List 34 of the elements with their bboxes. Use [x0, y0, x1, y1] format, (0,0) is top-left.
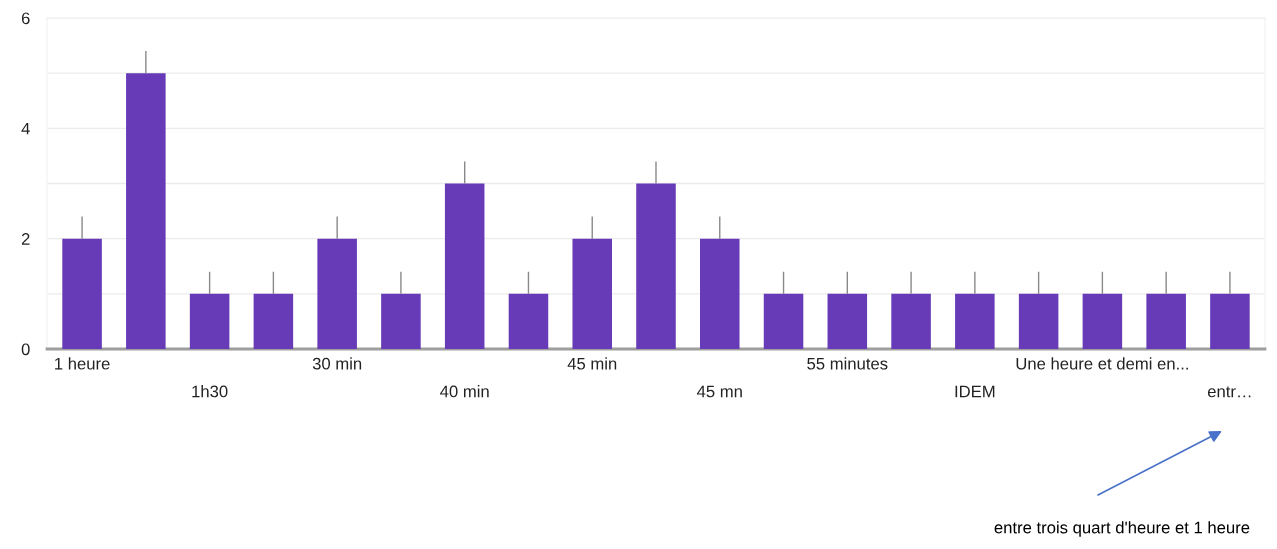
bar: [253, 293, 294, 349]
bar: [381, 293, 421, 349]
x-tick-label: 55 minutes: [807, 357, 888, 370]
bar: [891, 293, 931, 349]
bar: [317, 238, 357, 349]
x-tick-label: IDEM: [955, 385, 995, 398]
y-tick-label: 2: [21, 233, 30, 245]
text: entre trois quart d'heure et 1 heure: [994, 521, 1250, 537]
bar: [636, 183, 676, 349]
bar: [62, 238, 102, 349]
bar: [763, 293, 804, 349]
bar: [189, 293, 230, 349]
bar: [1018, 293, 1059, 349]
x-tick-label: 30 min: [312, 357, 362, 370]
y-tick-label: 4: [21, 122, 30, 135]
x-tick-label: entr…: [1207, 386, 1251, 398]
bar: [508, 293, 549, 349]
bar: [444, 183, 485, 349]
x-tick-label: 40 min: [440, 385, 489, 398]
x-tick-label: 45 mn: [696, 385, 742, 398]
x-tick-label: Une heure et demi en...: [1016, 357, 1188, 370]
x-tick-label: 1h30: [192, 385, 228, 398]
bar: [1146, 293, 1186, 349]
bar: [126, 73, 166, 349]
x-tick-label: 1 heure: [55, 357, 110, 370]
y-tick-label: 6: [21, 12, 30, 25]
bar: [572, 238, 612, 349]
bar: [1082, 293, 1123, 349]
bar: [827, 293, 868, 349]
bar: [955, 293, 995, 349]
x-tick-label: 45 min: [567, 357, 617, 370]
bar: [700, 238, 740, 349]
bar: [1210, 293, 1250, 349]
y-tick-label: 0: [21, 343, 30, 356]
